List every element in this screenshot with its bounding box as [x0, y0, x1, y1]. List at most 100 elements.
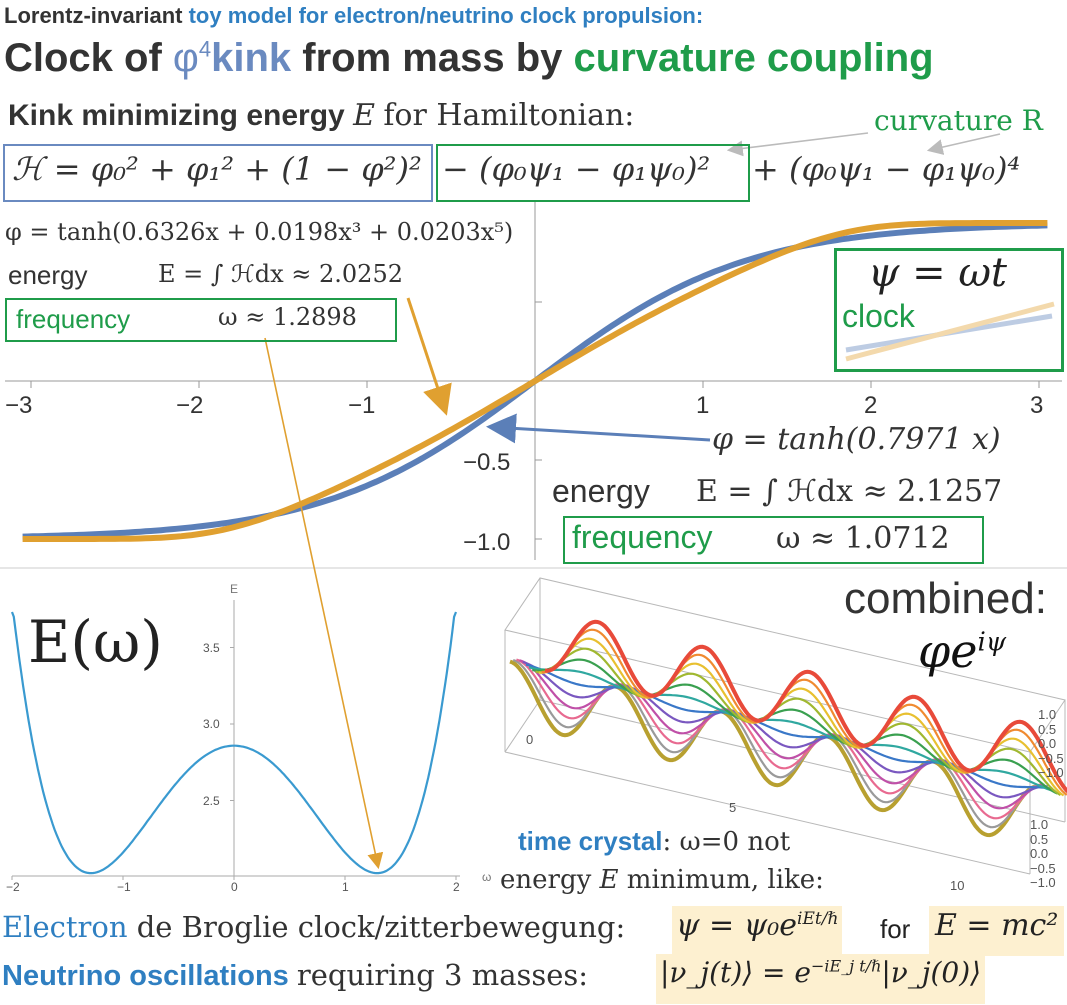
hamiltonian-part1: ℋ = φ₀² + φ₁² + (1 − φ²)² [12, 150, 422, 188]
kink-heading-rest: for Hamiltonian: [383, 98, 635, 133]
z-tick-bottom-2: 0.0 [1030, 846, 1049, 861]
kink-x-tick-m1: −1 [348, 392, 376, 419]
flat-phi: φ = tanh(0.7971 x) [712, 422, 1001, 457]
kink-x-tick-marks [30, 381, 1040, 388]
arrow-to-energy-min [264, 337, 384, 870]
energy-x-tick-m1: −1 [117, 880, 131, 894]
hamiltonian-box-base [3, 144, 433, 202]
title-part1: Clock of [4, 36, 162, 80]
wave-line [512, 659, 1039, 829]
curved-energy-value: E = ∫ ℋdx ≈ 2.0252 [158, 260, 403, 288]
kink-y-tick-m10: −1.0 [463, 529, 511, 556]
energy-y-tick-25: 2.5 [203, 794, 220, 808]
curved-frequency-box [5, 298, 397, 342]
time-crystal-line2-post: minimum, like: [626, 865, 824, 895]
z-tick-bottom-1: 0.5 [1030, 831, 1049, 847]
energy-tick-marks [11, 647, 457, 880]
footer-neutrino: Neutrino oscillations requiring 3 masses… [2, 958, 588, 993]
z-tick-top-2: 0.0 [1038, 736, 1057, 751]
footer-neutrino-formula: |ν_j(t)⟩ = e−iE_j t/ℏ|ν_j(0)⟩ [656, 954, 986, 1004]
electron-formula-sup: iEt/ℏ [797, 909, 839, 929]
flat-frequency-label: frequency [572, 519, 713, 555]
combined-label: combined: [844, 574, 1048, 623]
combined-formula: φeiψ [918, 624, 1006, 678]
time-crystal-line2-E: E [599, 865, 619, 895]
combined-t-tick-5: 5 [729, 800, 737, 815]
flat-energy-label: energy [552, 473, 650, 509]
curved-frequency-label: frequency [16, 304, 131, 334]
energy-plot-title: E(ω) [28, 608, 163, 676]
arrow-to-curved-kink [406, 297, 452, 416]
time-crystal-rest: : ω=0 not [662, 827, 791, 857]
kink-x-tick-2: 2 [864, 392, 878, 419]
kink-curve-curved [22, 220, 1048, 542]
neutrino-formula-sup: −iE_j t/ℏ [811, 956, 882, 976]
combined-formula-sup: iψ [977, 627, 1007, 658]
energy-x-tick-m2: −2 [6, 880, 20, 894]
title-part2: from mass by [302, 36, 563, 80]
energy-x-tick-1: 1 [342, 880, 349, 894]
kink-heading-bold: Kink minimizing energy [8, 99, 345, 132]
kink-x-tick-m3: −3 [5, 392, 33, 419]
energy-curve [10, 611, 458, 875]
time-crystal-line2: energy E minimum, like: [500, 865, 824, 895]
footer-electron-mass: E = mc² [929, 906, 1065, 956]
z-tick-top-3: −0.5 [1038, 750, 1064, 766]
kink-heading-E: E [353, 98, 375, 133]
hamiltonian-part2: − (φ₀ψ₁ − φ₁ψ₀)² [442, 150, 711, 188]
footer-neutrino-blue: Neutrino oscillations [2, 960, 289, 992]
curvature-label: curvature R [874, 104, 1043, 137]
title-kink: kink [211, 36, 292, 80]
arrow-curvature-2 [926, 133, 1001, 155]
combined-z-ticks-top: 1.0 0.5 0.0 −0.5 −1.0 [1038, 707, 1067, 781]
energy-axis-label-x: ω [482, 870, 492, 884]
kink-y-tick-m05: −0.5 [463, 449, 511, 476]
z-tick-top-4: −1.0 [1038, 765, 1064, 780]
z-tick-top-0: 1.0 [1038, 707, 1057, 722]
header-subtitle-bold: Lorentz-invariant [4, 3, 183, 28]
clock-label: clock [842, 298, 915, 334]
curved-frequency-value: ω ≈ 1.2898 [218, 303, 357, 331]
arrow-curvature-1 [726, 132, 869, 157]
footer-electron: Electron de Broglie clock/zitterbewegung… [2, 910, 625, 944]
title-phi: φ [172, 36, 199, 80]
header-subtitle-blue: toy model for electron/neutrino clock pr… [188, 3, 704, 28]
footer-neutrino-rest: requiring 3 masses: [296, 958, 589, 992]
footer-electron-blue: Electron [2, 910, 128, 944]
energy-x-tick-0: 0 [231, 880, 238, 894]
clock-formula: ψ = ωt [868, 250, 1008, 296]
combined-t-tick-10: 10 [950, 878, 965, 893]
combined-wave-surface [509, 619, 1067, 838]
kink-y-tick-marks [535, 301, 542, 540]
neutrino-formula-base: |ν_j(t)⟩ = e [660, 956, 811, 989]
time-crystal-line2-pre: energy [500, 865, 592, 895]
time-crystal-bold: time crystal [518, 826, 663, 856]
z-tick-bottom-0: 1.0 [1030, 817, 1049, 832]
wave-line [544, 619, 1067, 794]
title-sup: 4 [198, 36, 212, 62]
kink-x-tick-m2: −2 [176, 392, 204, 419]
z-tick-bottom-3: −0.5 [1030, 860, 1056, 876]
title-green: curvature coupling [573, 36, 934, 80]
energy-y-tick-30: 3.0 [203, 717, 220, 731]
header-subtitle: Lorentz-invariant toy model for electron… [4, 3, 703, 29]
energy-axis-label-y: E [230, 582, 239, 596]
z-tick-bottom-4: −1.0 [1030, 875, 1056, 890]
time-crystal-line1: time crystal: ω=0 not [518, 826, 790, 857]
curved-phi: φ = tanh(0.6326x + 0.0198x³ + 0.0203x⁵) [5, 218, 514, 246]
energy-x-tick-2: 2 [453, 880, 460, 894]
flat-frequency-value: ω ≈ 1.0712 [776, 521, 950, 556]
kink-x-tick-3: 3 [1030, 392, 1044, 419]
page-title: Clock of φ4kink from mass by curvature c… [4, 36, 934, 81]
electron-formula-base: ψ = ψ₀e [676, 908, 798, 943]
z-tick-top-1: 0.5 [1038, 721, 1057, 737]
clock-inset [834, 248, 1064, 372]
curved-energy-label: energy [8, 260, 88, 290]
combined-t-tick-0: 0 [526, 732, 534, 747]
kink-heading: Kink minimizing energy E for Hamiltonian… [8, 98, 634, 133]
footer-electron-rest: de Broglie clock/zitterbewegung: [136, 910, 626, 944]
energy-y-tick-35: 3.5 [203, 641, 220, 655]
flat-frequency-box [563, 516, 984, 564]
hamiltonian-box-curvature [436, 144, 750, 202]
flat-energy-value: E = ∫ ℋdx ≈ 2.1257 [696, 474, 1003, 509]
